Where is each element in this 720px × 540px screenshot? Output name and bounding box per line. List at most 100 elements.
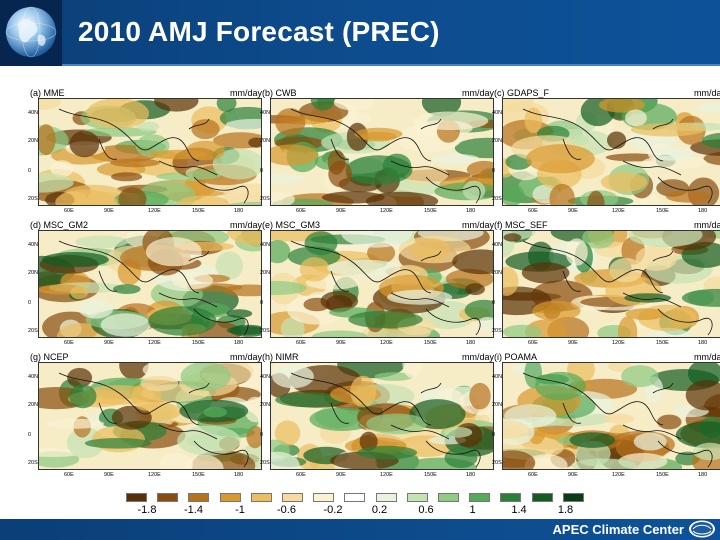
latitude-tick-label: 20N: [28, 402, 39, 408]
latitude-tick-label: 0: [492, 432, 496, 438]
panel-unit: mm/day: [461, 88, 494, 98]
latitude-tick-label: 0: [492, 168, 496, 174]
panel-label: (d) MSC_GM2: [30, 220, 89, 230]
page-title: 2010 AMJ Forecast (PREC): [78, 16, 440, 47]
longitude-tick-label: 180: [466, 208, 476, 214]
latitude-tick-label: 40N: [260, 374, 271, 380]
latitude-tick-label: 20N: [492, 402, 503, 408]
panel-unit: mm/day: [229, 220, 262, 230]
longitude-tick-label: 120E: [148, 340, 161, 346]
latitude-tick-label: 0: [492, 300, 496, 306]
longitude-tick-label: 60E: [528, 208, 538, 214]
precipitation-anomaly-map: [270, 230, 494, 338]
latitude-tick-label: 20N: [260, 402, 271, 408]
colorbar-swatch: [531, 493, 553, 502]
latitude-tick-label: 20S: [28, 328, 38, 334]
longitude-tick-label: 120E: [612, 472, 625, 478]
longitude-tick-label: 90E: [104, 208, 114, 214]
panel-label: (e) MSC_GM3: [262, 220, 321, 230]
colorbar-swatch: [406, 493, 428, 502]
longitude-tick-label: 150E: [424, 340, 437, 346]
colorbar-swatch: [188, 493, 210, 502]
colorbar-swatch: [500, 493, 522, 502]
precipitation-anomaly-map: [502, 98, 720, 206]
longitude-tick-label: 90E: [104, 340, 114, 346]
latitude-tick-label: 40N: [492, 374, 503, 380]
latitude-tick-label: 20N: [492, 270, 503, 276]
longitude-tick-label: 150E: [192, 208, 205, 214]
longitude-tick-label: 120E: [612, 208, 625, 214]
colorbar-swatch: [282, 493, 303, 502]
longitude-tick-label: 90E: [336, 472, 346, 478]
longitude-tick-label: 180: [698, 472, 708, 478]
longitude-tick-label: 120E: [148, 472, 161, 478]
latitude-tick-label: 0: [260, 300, 264, 306]
colorbar-tick-label: -0.2: [323, 504, 343, 516]
header-bar: 2010 AMJ Forecast (PREC): [0, 0, 720, 66]
colorbar-tick-label: 1.4: [511, 504, 527, 516]
longitude-tick-label: 90E: [568, 208, 578, 214]
longitude-tick-label: 60E: [296, 340, 306, 346]
longitude-tick-label: 150E: [656, 340, 669, 346]
footer-bar: APEC Climate Center: [0, 519, 720, 540]
longitude-tick-label: 150E: [656, 208, 669, 214]
panel-unit: mm/day: [461, 352, 494, 362]
globe-logo: [0, 0, 62, 66]
longitude-tick-label: 90E: [568, 340, 578, 346]
longitude-tick-label: 90E: [336, 340, 346, 346]
longitude-tick-label: 120E: [380, 472, 393, 478]
latitude-tick-label: 20S: [28, 460, 38, 466]
latitude-tick-label: 40N: [492, 110, 503, 116]
panel-label: (c) GDAPS_F: [494, 88, 550, 98]
panel-unit: mm/day: [693, 88, 720, 98]
latitude-tick-label: 20N: [28, 138, 39, 144]
panel-label: (g) NCEP: [30, 352, 69, 362]
latitude-tick-label: 0: [28, 432, 32, 438]
panel-label: (b) CWB: [262, 88, 297, 98]
colorbar-swatch: [344, 493, 366, 502]
precipitation-anomaly-map: [270, 362, 494, 470]
panel-label: (i) POAMA: [494, 352, 538, 362]
longitude-tick-label: 150E: [424, 472, 437, 478]
panel-label: (a) MME: [30, 88, 65, 98]
precipitation-anomaly-map: [502, 362, 720, 470]
forecast-panel: (d) MSC_GM2 mm/day 40N 20N 0 20S 60E 90E 120E 150…: [28, 220, 262, 350]
forecast-panel: (i) POAMA mm/day 40N 20N 0 20S 60E 90E 120E 150E 1…: [492, 352, 720, 482]
longitude-tick-label: 60E: [64, 340, 74, 346]
colorbar-tick-label: -1: [235, 504, 245, 516]
panel-label: (f) MSC_SEF: [494, 220, 548, 230]
colorbar-swatch: [438, 493, 459, 502]
forecast-panel: (e) MSC_GM3 mm/day 40N 20N 0 20S 60E 90E 120E 150…: [260, 220, 494, 350]
forecast-panel: (g) NCEP mm/day 40N 20N 0 20S 60E 90E 120E 150E 18…: [28, 352, 262, 482]
colorbar-tick-label: 1.8: [557, 504, 574, 516]
longitude-tick-label: 90E: [336, 208, 346, 214]
latitude-tick-label: 20S: [260, 196, 270, 202]
forecast-panel: (c) GDAPS_F mm/day 40N 20N 0 20S 60E 90E 120E 150…: [492, 88, 720, 218]
longitude-tick-label: 150E: [424, 208, 437, 214]
forecast-panel: (a) MME mm/day 40N 20N 0 20S 60E 90E 120E 150E 180: [28, 88, 262, 218]
colorbar-swatch: [469, 493, 491, 502]
latitude-tick-label: 40N: [28, 374, 39, 380]
longitude-tick-label: 60E: [296, 472, 306, 478]
colorbar-tick-label: 0.6: [418, 504, 434, 516]
colorbar-swatch: [126, 493, 147, 502]
panel-unit: mm/day: [693, 352, 720, 362]
longitude-tick-label: 150E: [656, 472, 669, 478]
longitude-tick-label: 60E: [528, 340, 538, 346]
forecast-panel: (b) CWB mm/day 40N 20N 0 20S 60E 90E 120E 150E 180: [260, 88, 494, 218]
latitude-tick-label: 20N: [28, 270, 39, 276]
longitude-tick-label: 150E: [192, 472, 205, 478]
forecast-panel: (h) NIMR mm/day 40N 20N 0 20S 60E 90E 120E 150E 18…: [260, 352, 494, 482]
longitude-tick-label: 90E: [104, 472, 114, 478]
panel-unit: mm/day: [461, 220, 494, 230]
latitude-tick-label: 0: [28, 168, 32, 174]
latitude-tick-label: 20N: [492, 138, 503, 144]
panel-unit: mm/day: [229, 352, 262, 362]
colorbar-tick-label: -1.4: [184, 504, 203, 516]
colorbar-swatch: [562, 493, 584, 502]
colorbar-swatch: [250, 493, 272, 502]
longitude-tick-label: 60E: [64, 472, 74, 478]
latitude-tick-label: 40N: [260, 110, 271, 116]
longitude-tick-label: 180: [466, 340, 476, 346]
latitude-tick-label: 20S: [28, 196, 38, 202]
